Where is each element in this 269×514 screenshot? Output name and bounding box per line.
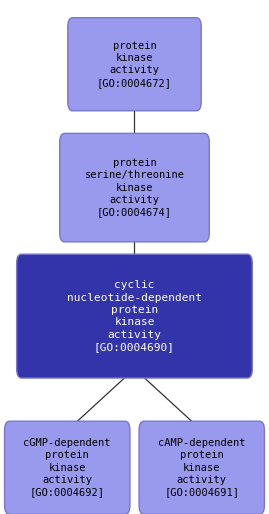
FancyBboxPatch shape bbox=[139, 421, 264, 514]
Text: cyclic
nucleotide-dependent
protein
kinase
activity
[GO:0004690]: cyclic nucleotide-dependent protein kina… bbox=[67, 280, 202, 352]
FancyBboxPatch shape bbox=[68, 17, 201, 111]
Text: protein
serine/threonine
kinase
activity
[GO:0004674]: protein serine/threonine kinase activity… bbox=[84, 158, 185, 217]
Text: protein
kinase
activity
[GO:0004672]: protein kinase activity [GO:0004672] bbox=[97, 41, 172, 88]
FancyBboxPatch shape bbox=[60, 134, 209, 242]
Text: cGMP-dependent
protein
kinase
activity
[GO:0004692]: cGMP-dependent protein kinase activity [… bbox=[23, 438, 111, 498]
FancyBboxPatch shape bbox=[17, 254, 252, 378]
FancyBboxPatch shape bbox=[5, 421, 130, 514]
Text: cAMP-dependent
protein
kinase
activity
[GO:0004691]: cAMP-dependent protein kinase activity [… bbox=[158, 438, 246, 498]
